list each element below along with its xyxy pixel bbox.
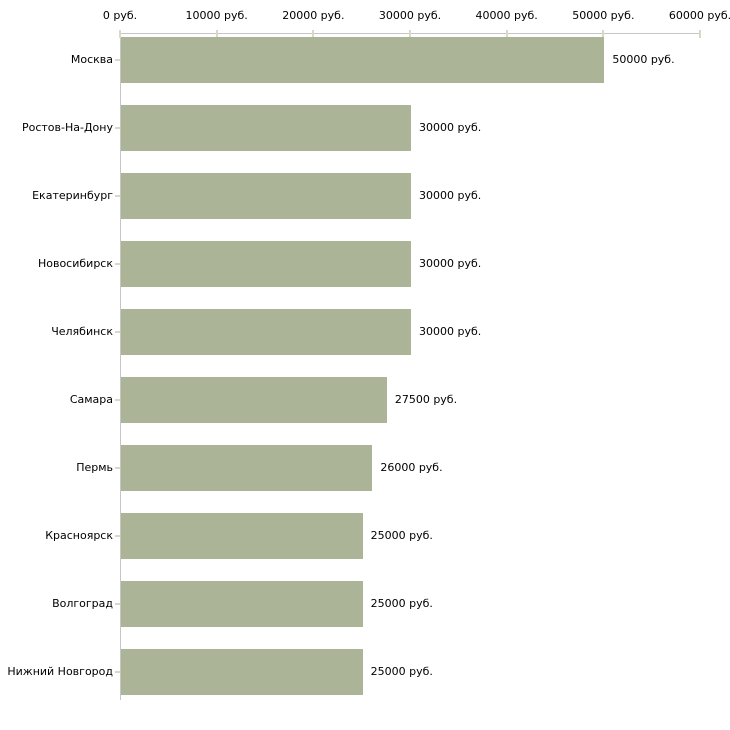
bar <box>121 241 411 287</box>
y-tick-mark <box>115 603 120 605</box>
x-tick-label: 60000 руб. <box>668 9 730 22</box>
y-tick-mark <box>115 59 120 61</box>
x-tick-mark <box>312 30 315 38</box>
y-tick-mark <box>115 331 120 333</box>
category-label: Челябинск <box>51 325 113 338</box>
y-tick-mark <box>115 671 120 673</box>
y-tick-mark <box>115 399 120 401</box>
x-tick-mark <box>699 30 701 38</box>
y-tick-mark <box>115 195 120 197</box>
category-label: Пермь <box>76 461 113 474</box>
category-label: Москва <box>70 53 113 66</box>
x-tick-mark <box>602 30 605 38</box>
bar <box>121 513 363 559</box>
bar-value-label: 25000 руб. <box>370 529 433 542</box>
x-tick-label: 40000 руб. <box>475 9 538 22</box>
x-tick-label: 30000 руб. <box>378 9 442 22</box>
y-tick-mark <box>115 535 120 537</box>
category-label: Волгоград <box>52 597 113 610</box>
x-tick-mark <box>409 30 411 38</box>
category-label: Новосибирск <box>37 257 113 270</box>
bar-value-label: 26000 руб. <box>380 461 443 474</box>
x-tick-label: 20000 руб. <box>282 9 345 22</box>
bar <box>121 309 411 355</box>
bar <box>121 173 411 219</box>
category-label: Ростов-На-Дону <box>21 121 113 134</box>
y-tick-mark <box>115 467 120 469</box>
bar <box>121 37 605 83</box>
category-label: Нижний Новгород <box>7 665 113 678</box>
bar-value-label: 50000 руб. <box>612 53 675 66</box>
bar <box>121 581 363 627</box>
category-label: Екатеринбург <box>32 189 113 202</box>
bar-value-label: 25000 руб. <box>370 665 433 678</box>
category-label: Красноярск <box>45 529 113 542</box>
y-tick-mark <box>115 127 120 129</box>
y-axis-line <box>120 33 121 700</box>
bar-value-label: 30000 руб. <box>419 257 482 270</box>
bar-value-label: 30000 руб. <box>419 121 482 134</box>
y-tick-mark <box>115 263 120 265</box>
x-tick-mark <box>119 30 121 38</box>
bar <box>121 105 411 151</box>
x-tick-label: 50000 руб. <box>572 9 635 22</box>
x-tick-label: 10000 руб. <box>185 9 248 22</box>
category-label: Самара <box>69 393 113 406</box>
bar <box>121 377 387 423</box>
bar-value-label: 30000 руб. <box>419 325 482 338</box>
x-tick-label: 0 руб. <box>102 9 138 22</box>
bar <box>121 649 363 695</box>
bar-value-label: 27500 руб. <box>394 393 458 406</box>
bar-value-label: 30000 руб. <box>419 189 482 202</box>
x-tick-mark <box>215 30 218 38</box>
bar <box>121 445 373 491</box>
bar-value-label: 25000 руб. <box>370 597 433 610</box>
x-tick-mark <box>505 30 508 38</box>
